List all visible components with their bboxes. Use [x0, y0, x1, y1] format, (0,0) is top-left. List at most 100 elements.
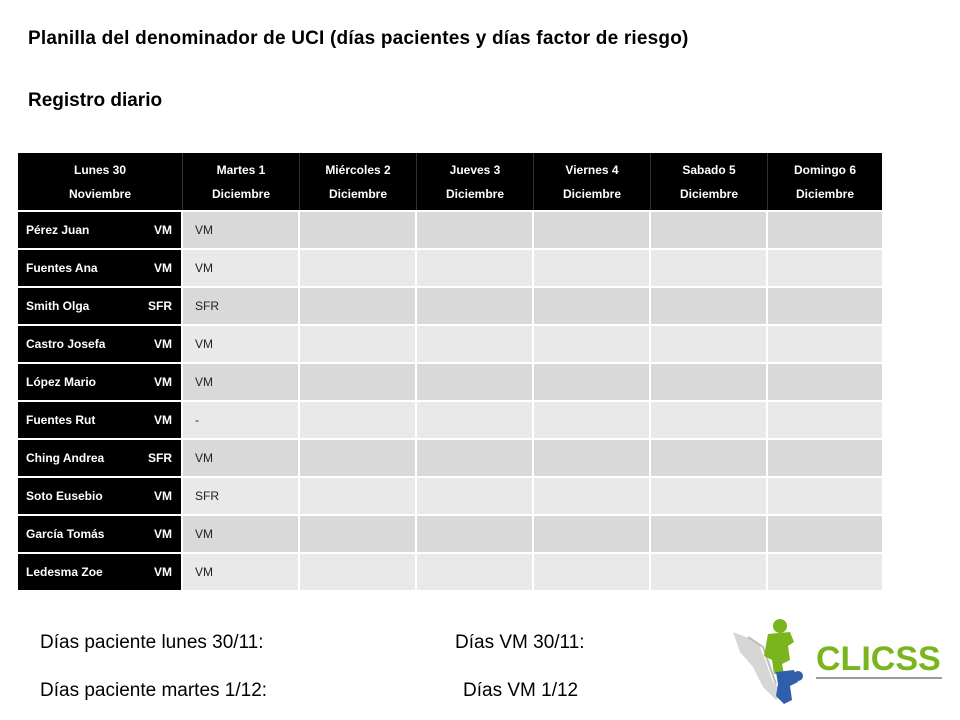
day-cell-empty[interactable] [534, 552, 651, 590]
day-cell-martes[interactable]: VM [183, 210, 300, 248]
column-header: Domingo 6 Diciembre [768, 153, 882, 210]
day-cell-empty[interactable] [651, 210, 768, 248]
day-cell-empty[interactable] [651, 514, 768, 552]
logo-text: CLICSS [816, 640, 941, 678]
patient-cell: Soto Eusebio VM [18, 476, 183, 514]
column-header-month: Diciembre [445, 186, 505, 201]
day-cell-empty[interactable] [300, 362, 417, 400]
table-row: Castro Josefa VM VM [18, 324, 882, 362]
day-cell-empty[interactable] [300, 210, 417, 248]
day-cell-empty[interactable] [651, 362, 768, 400]
day-cell-martes[interactable]: VM [183, 324, 300, 362]
day-cell-empty[interactable] [417, 552, 534, 590]
day-cell-empty[interactable] [417, 248, 534, 286]
patient-name: García Tomás [26, 527, 105, 541]
day-cell-empty[interactable] [534, 248, 651, 286]
column-header-day: Lunes 30 [73, 162, 127, 177]
patient-name: Pérez Juan [26, 223, 90, 237]
day-cell-empty[interactable] [768, 514, 882, 552]
column-header-month: Diciembre [328, 186, 388, 201]
patient-code: VM [154, 527, 172, 541]
column-header: Miércoles 2 Diciembre [300, 153, 417, 210]
day-cell-empty[interactable] [651, 476, 768, 514]
day-cell-empty[interactable] [768, 476, 882, 514]
page-subtitle: Registro diario [28, 90, 163, 111]
day-cell-empty[interactable] [300, 514, 417, 552]
page-title: Planilla del denominador de UCI (días pa… [28, 28, 689, 49]
patient-name: Soto Eusebio [26, 489, 103, 503]
day-cell-martes[interactable]: SFR [183, 286, 300, 324]
patient-code: SFR [148, 451, 172, 465]
day-cell-empty[interactable] [300, 476, 417, 514]
patient-name: Ledesma Zoe [26, 565, 103, 579]
day-cell-empty[interactable] [651, 286, 768, 324]
day-cell-empty[interactable] [300, 286, 417, 324]
patient-code: VM [154, 413, 172, 427]
puzzle-figure-icon [733, 619, 803, 704]
patient-days-table: Lunes 30 Noviembre Martes 1 Diciembre Miérco… [18, 153, 882, 590]
patient-name: López Mario [26, 375, 97, 389]
patient-code: VM [154, 223, 172, 237]
day-cell-empty[interactable] [651, 324, 768, 362]
patient-cell: López Mario VM [18, 362, 183, 400]
day-cell-empty[interactable] [651, 552, 768, 590]
patient-code: VM [154, 375, 172, 389]
day-cell-empty[interactable] [417, 362, 534, 400]
day-cell-empty[interactable] [417, 514, 534, 552]
day-cell-empty[interactable] [768, 210, 882, 248]
day-cell-martes[interactable]: VM [183, 552, 300, 590]
patient-name: Fuentes Rut [26, 413, 96, 427]
day-cell-empty[interactable] [534, 362, 651, 400]
day-cell-empty[interactable] [768, 552, 882, 590]
day-cell-empty[interactable] [417, 476, 534, 514]
day-cell-empty[interactable] [534, 324, 651, 362]
day-cell-empty[interactable] [534, 210, 651, 248]
day-cell-martes[interactable]: SFR [183, 476, 300, 514]
day-cell-empty[interactable] [534, 476, 651, 514]
table-row: Soto Eusebio VM SFR [18, 476, 882, 514]
day-cell-empty[interactable] [417, 286, 534, 324]
column-header-month: Noviembre [68, 186, 132, 201]
day-cell-empty[interactable] [768, 362, 882, 400]
column-header-month: Diciembre [211, 186, 271, 201]
table-row: Pérez Juan VM VM [18, 210, 882, 248]
day-cell-empty[interactable] [534, 514, 651, 552]
day-cell-empty[interactable] [300, 552, 417, 590]
day-cell-empty[interactable] [300, 324, 417, 362]
day-cell-empty[interactable] [417, 210, 534, 248]
day-cell-martes[interactable]: VM [183, 248, 300, 286]
day-cell-empty[interactable] [300, 248, 417, 286]
day-cell-empty[interactable] [534, 286, 651, 324]
day-cell-empty[interactable] [768, 400, 882, 438]
table-row: Smith Olga SFR SFR [18, 286, 882, 324]
day-cell-martes[interactable]: VM [183, 362, 300, 400]
dias-paciente-martes-label: Días paciente martes 1/12: [40, 680, 268, 701]
day-cell-empty[interactable] [768, 286, 882, 324]
day-cell-martes[interactable]: - [183, 400, 300, 438]
patient-cell: Fuentes Rut VM [18, 400, 183, 438]
day-cell-martes[interactable]: VM [183, 514, 300, 552]
day-cell-empty[interactable] [300, 400, 417, 438]
day-cell-empty[interactable] [768, 324, 882, 362]
day-cell-empty[interactable] [651, 248, 768, 286]
column-header-day: Domingo 6 [794, 162, 856, 177]
patient-cell: Fuentes Ana VM [18, 248, 183, 286]
patient-cell: García Tomás VM [18, 514, 183, 552]
patient-name: Smith Olga [26, 299, 90, 313]
patient-code: VM [154, 565, 172, 579]
day-cell-empty[interactable] [300, 438, 417, 476]
day-cell-empty[interactable] [417, 400, 534, 438]
day-cell-empty[interactable] [417, 324, 534, 362]
day-cell-empty[interactable] [534, 438, 651, 476]
day-cell-empty[interactable] [651, 400, 768, 438]
patient-code: VM [154, 489, 172, 503]
patient-code: VM [154, 261, 172, 275]
day-cell-martes[interactable]: VM [183, 438, 300, 476]
day-cell-empty[interactable] [651, 438, 768, 476]
day-cell-empty[interactable] [417, 438, 534, 476]
day-cell-empty[interactable] [534, 400, 651, 438]
table-row: Fuentes Ana VM VM [18, 248, 882, 286]
day-cell-empty[interactable] [768, 438, 882, 476]
day-cell-empty[interactable] [768, 248, 882, 286]
table-header-row: Lunes 30 Noviembre Martes 1 Diciembre Miérco… [18, 153, 882, 210]
